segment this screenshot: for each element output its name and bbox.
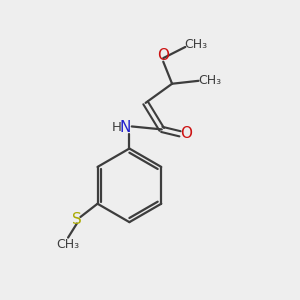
Text: CH₃: CH₃ [184,38,207,51]
Text: O: O [180,126,192,141]
Text: H: H [112,121,122,134]
Text: O: O [157,48,169,63]
Text: CH₃: CH₃ [198,74,221,87]
Text: N: N [119,119,131,134]
Text: CH₃: CH₃ [56,238,80,251]
Text: S: S [72,212,82,227]
